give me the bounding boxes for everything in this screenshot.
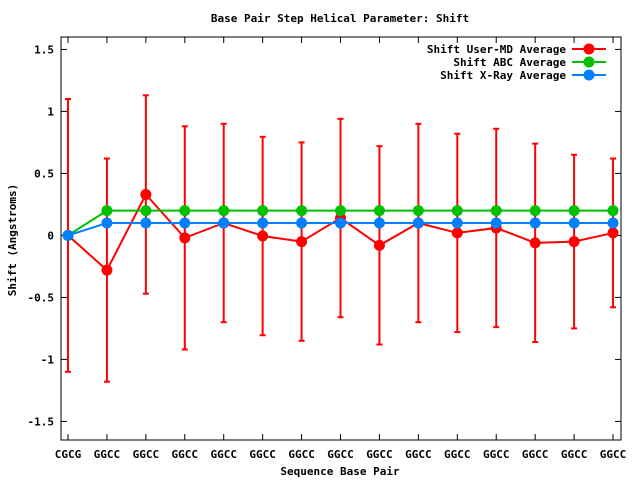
x-tick-label: GGCC (172, 448, 199, 461)
x-tick-label: CGCG (55, 448, 82, 461)
x-tick-label: GGCC (327, 448, 354, 461)
y-tick-label: -0.5 (28, 291, 55, 304)
data-point (490, 217, 502, 229)
legend-label: Shift X-Ray Average (440, 69, 566, 82)
data-point (451, 205, 463, 217)
data-point (101, 205, 113, 217)
x-tick-label: GGCC (133, 448, 160, 461)
data-point (607, 217, 619, 229)
data-point (257, 230, 269, 242)
y-tick-label: 1 (47, 105, 54, 118)
data-point (451, 227, 463, 239)
x-axis-label: Sequence Base Pair (280, 465, 400, 478)
x-tick-label: GGCC (249, 448, 276, 461)
data-point (568, 217, 580, 229)
data-point (529, 205, 541, 217)
legend-marker (583, 56, 595, 68)
data-point (179, 232, 191, 244)
y-tick-label: 0 (47, 229, 54, 242)
legend-label: Shift ABC Average (453, 56, 566, 69)
data-point (607, 227, 619, 239)
data-point (451, 217, 463, 229)
x-tick-label: GGCC (94, 448, 121, 461)
y-tick-label: -1 (41, 353, 55, 366)
y-axis-label: Shift (Angstroms) (6, 184, 19, 297)
data-point (412, 205, 424, 217)
data-point (335, 205, 347, 217)
y-tick-label: 0.5 (34, 167, 54, 180)
x-tick-label: GGCC (483, 448, 510, 461)
data-point (335, 217, 347, 229)
x-tick-label: GGCC (561, 448, 588, 461)
y-axis-ticks: -1.5 -1 -0.5 0 0.5 1 1.5 (28, 43, 621, 428)
x-tick-label: GGCC (405, 448, 432, 461)
x-tick-label: GGCC (366, 448, 393, 461)
data-point (218, 217, 230, 229)
y-tick-label: -1.5 (28, 415, 55, 428)
y-tick-label: 1.5 (34, 43, 54, 56)
data-point (568, 205, 580, 217)
data-point (101, 264, 113, 276)
x-tick-label: GGCC (522, 448, 549, 461)
legend-marker (583, 69, 595, 81)
series-2 (62, 217, 619, 241)
data-point (101, 217, 113, 229)
data-point (529, 237, 541, 249)
data-point (296, 205, 308, 217)
x-tick-label: GGCC (210, 448, 237, 461)
data-point (218, 205, 230, 217)
legend-marker (583, 43, 595, 55)
chart-title: Base Pair Step Helical Parameter: Shift (211, 12, 469, 25)
data-point (296, 217, 308, 229)
data-point (373, 239, 385, 251)
data-point (373, 217, 385, 229)
data-point (140, 217, 152, 229)
legend-label: Shift User-MD Average (427, 43, 566, 56)
data-point (140, 205, 152, 217)
data-point (257, 205, 269, 217)
data-point (607, 205, 619, 217)
data-point (373, 205, 385, 217)
data-point (412, 217, 424, 229)
x-tick-label: GGCC (288, 448, 315, 461)
x-tick-label: GGCC (600, 448, 627, 461)
data-point (179, 205, 191, 217)
data-point (179, 217, 191, 229)
data-point (62, 229, 74, 241)
data-point (140, 188, 152, 200)
series-layer (62, 94, 619, 383)
data-point (296, 236, 308, 248)
data-point (568, 236, 580, 248)
data-point (257, 217, 269, 229)
data-point (529, 217, 541, 229)
x-axis-ticks: CGCG GGCC GGCC GGCC GGCC GGCC GGCC GGCC GGCC GGCC… (55, 37, 627, 461)
data-point (490, 205, 502, 217)
x-tick-label: GGCC (444, 448, 471, 461)
